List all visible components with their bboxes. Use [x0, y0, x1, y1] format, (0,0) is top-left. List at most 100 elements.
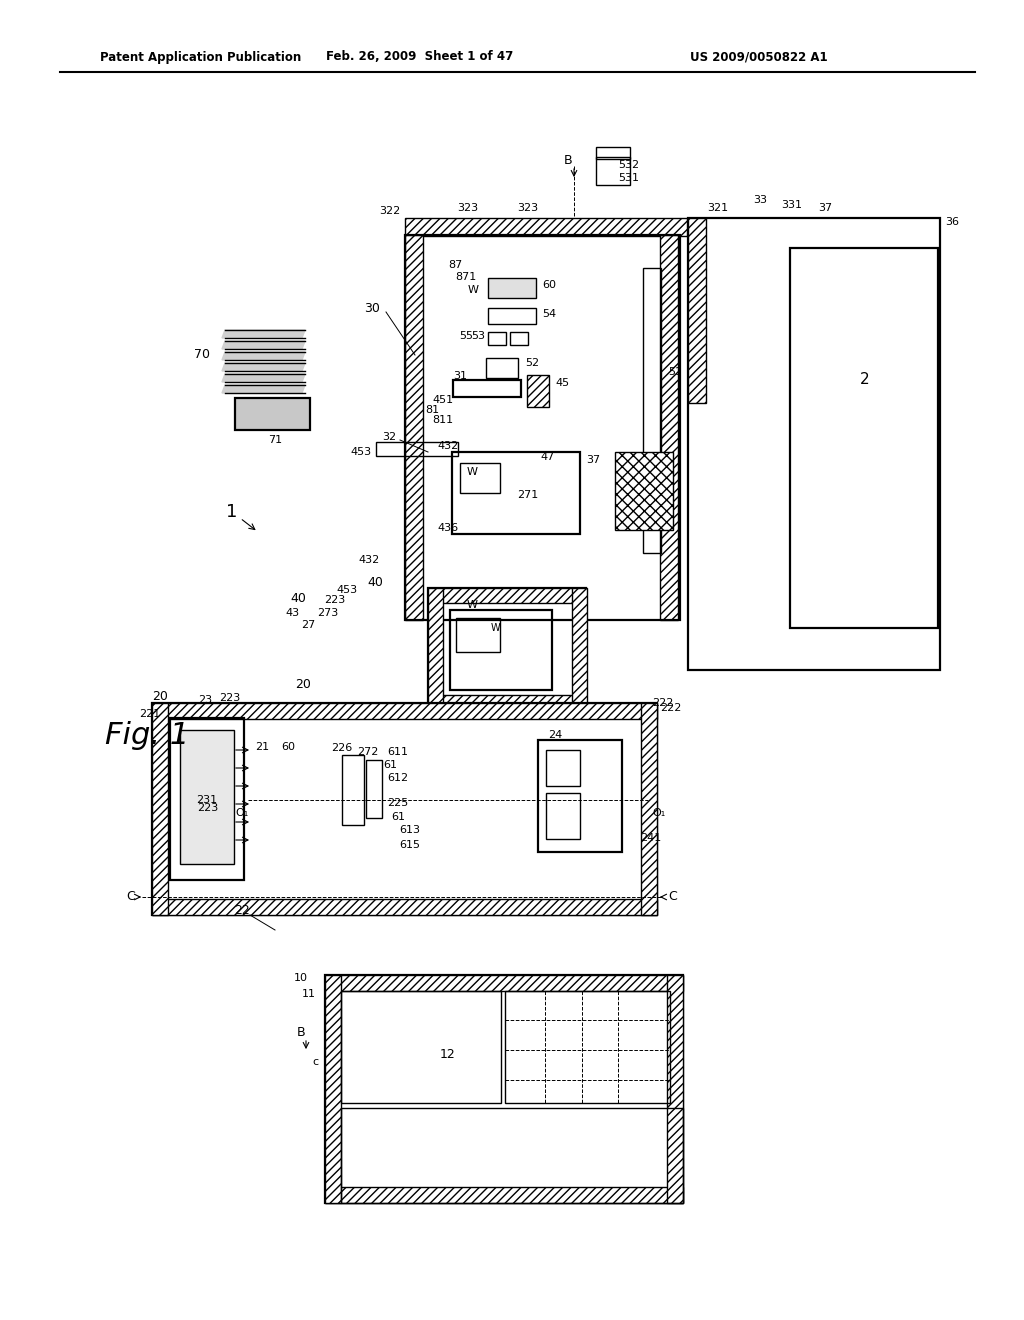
Text: 53: 53 [471, 331, 485, 341]
Polygon shape [222, 363, 305, 371]
Text: 20: 20 [152, 690, 168, 704]
Bar [596, 147, 630, 158]
Text: B: B [563, 153, 572, 166]
Text: 321: 321 [708, 203, 728, 213]
Text: O₁: O₁ [236, 808, 249, 818]
Polygon shape [222, 352, 305, 360]
Text: 611: 611 [387, 747, 409, 756]
Text: 223: 223 [219, 693, 241, 704]
Text: 30: 30 [365, 301, 380, 314]
Text: 273: 273 [317, 609, 339, 618]
Text: W: W [490, 623, 500, 634]
Text: 271: 271 [517, 490, 539, 500]
Bar [341, 1107, 683, 1203]
Text: 33: 33 [753, 195, 767, 205]
Text: 81: 81 [425, 405, 439, 414]
Text: 54: 54 [542, 309, 556, 319]
Text: 51: 51 [668, 367, 682, 378]
Text: 2: 2 [860, 372, 869, 388]
Text: US 2009/0050822 A1: US 2009/0050822 A1 [690, 50, 827, 63]
Bar [488, 308, 536, 323]
Bar [572, 587, 587, 710]
Text: 222: 222 [652, 698, 674, 708]
Bar [152, 704, 657, 719]
Text: 453: 453 [351, 447, 372, 457]
Text: 871: 871 [455, 272, 476, 282]
Text: 613: 613 [399, 825, 421, 836]
Bar [527, 375, 549, 407]
Bar [596, 157, 630, 185]
Bar [660, 235, 678, 620]
Bar [546, 793, 580, 840]
Text: 225: 225 [387, 799, 409, 808]
Text: 55: 55 [459, 331, 473, 341]
Text: 61: 61 [383, 760, 397, 770]
Text: W: W [467, 601, 477, 610]
Text: 87: 87 [449, 260, 462, 271]
Text: 1: 1 [226, 503, 238, 521]
Text: 24: 24 [548, 730, 562, 741]
Text: 451: 451 [432, 395, 454, 405]
Bar [376, 442, 458, 455]
Text: 223: 223 [325, 595, 346, 605]
Bar [325, 975, 683, 1203]
Text: 323: 323 [517, 203, 539, 213]
Bar [325, 975, 341, 1203]
Bar [152, 704, 657, 915]
Bar [152, 704, 168, 915]
Polygon shape [222, 330, 305, 338]
Text: 37: 37 [818, 203, 833, 213]
Bar [505, 991, 670, 1104]
Text: C: C [126, 891, 135, 903]
Text: W: W [467, 467, 477, 477]
Bar [428, 587, 586, 710]
Bar [510, 333, 528, 345]
Text: 221: 221 [138, 709, 160, 719]
Text: 11: 11 [302, 989, 316, 999]
Text: 31: 31 [453, 371, 467, 381]
Text: 436: 436 [437, 523, 459, 533]
Text: 432: 432 [358, 554, 380, 565]
Bar [152, 899, 657, 915]
Text: 531: 531 [618, 173, 639, 183]
Text: 223: 223 [198, 803, 219, 813]
Bar [325, 975, 683, 991]
Bar [428, 587, 443, 710]
Bar [452, 451, 580, 535]
Text: 43: 43 [286, 609, 300, 618]
Text: 811: 811 [432, 414, 454, 425]
Text: 61: 61 [391, 812, 406, 822]
Text: 532: 532 [618, 160, 639, 170]
Bar [643, 268, 662, 553]
Bar [460, 463, 500, 492]
Bar [450, 610, 552, 690]
Text: 52: 52 [525, 358, 539, 368]
Text: 226: 226 [332, 743, 352, 752]
Bar [406, 218, 687, 236]
Text: 453: 453 [337, 585, 358, 595]
Text: 36: 36 [945, 216, 959, 227]
Polygon shape [222, 385, 305, 393]
Bar [325, 1187, 683, 1203]
Text: 432: 432 [437, 441, 459, 451]
Text: 70: 70 [194, 348, 210, 362]
Text: O₁: O₁ [652, 808, 666, 818]
Text: 322: 322 [379, 206, 400, 216]
Bar [453, 380, 521, 397]
Text: 231: 231 [197, 795, 217, 805]
Bar [342, 755, 364, 825]
Text: 241: 241 [640, 833, 662, 843]
Bar [456, 618, 500, 652]
Bar [688, 218, 706, 403]
Bar [615, 451, 673, 531]
Polygon shape [222, 341, 305, 348]
Text: 323: 323 [458, 203, 478, 213]
Text: Patent Application Publication: Patent Application Publication [100, 50, 301, 63]
Bar [488, 333, 506, 345]
Text: Fig. 1: Fig. 1 [105, 721, 189, 750]
Text: 21: 21 [255, 742, 269, 752]
Bar [234, 399, 310, 430]
Text: 10: 10 [294, 973, 308, 983]
Text: 32: 32 [382, 432, 396, 442]
Text: 60: 60 [542, 280, 556, 290]
